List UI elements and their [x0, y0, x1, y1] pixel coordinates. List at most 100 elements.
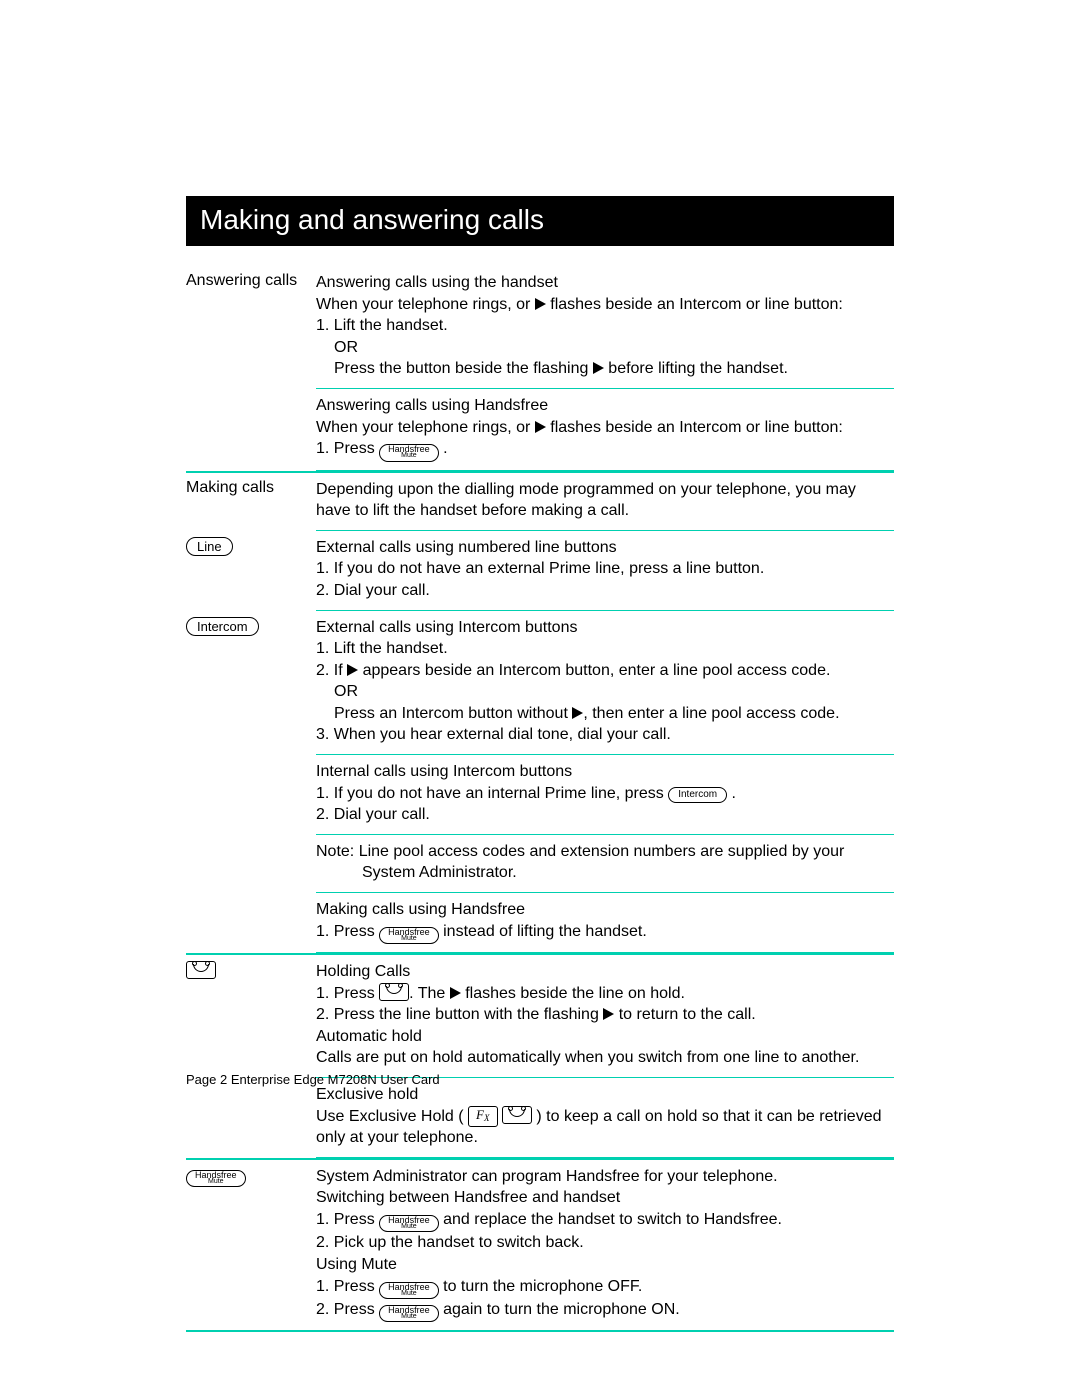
play-icon: [593, 362, 604, 374]
rowlabel-empty: [186, 893, 316, 953]
t: flashes beside an Intercom or line butto…: [546, 296, 843, 313]
t: again to turn the microphone ON.: [439, 1301, 680, 1318]
line: 2. Press HandsfreeMute again to turn the…: [316, 1299, 894, 1322]
sec-answer-handset: Answering calls using the handset When y…: [316, 266, 894, 389]
t: .: [727, 785, 736, 802]
handsfree-button: HandsfreeMute: [379, 1305, 439, 1322]
line: OR: [316, 337, 894, 359]
t: When your telephone rings, or: [316, 419, 535, 436]
sec-making-intro: Depending upon the dialling mode program…: [316, 473, 894, 531]
heading: Making calls using Handsfree: [316, 899, 894, 921]
t: 2. Press the line button with the flashi…: [316, 1006, 603, 1023]
t: Press an Intercom button without: [334, 705, 572, 722]
content-grid: Answering calls Answering calls using th…: [186, 266, 894, 1332]
handsfree-button: HandsfreeMute: [379, 1282, 439, 1299]
line: 1. Press HandsfreeMute .: [316, 438, 894, 461]
t: Mute: [401, 1314, 417, 1320]
line: 1. Press HandsfreeMute to turn the micro…: [316, 1276, 894, 1299]
sec-answer-handsfree: Answering calls using Handsfree When you…: [316, 389, 894, 471]
t: before lifting the handset.: [604, 360, 788, 377]
sec-note: Note: Line pool access codes and extensi…: [316, 835, 894, 893]
line: 2. Dial your call.: [316, 580, 894, 602]
line: When your telephone rings, or flashes be…: [316, 417, 894, 439]
line: Calls are put on hold automatically when…: [316, 1047, 894, 1069]
t: Mute: [401, 1224, 417, 1230]
play-icon: [535, 298, 546, 310]
heading: External calls using numbered line butto…: [316, 537, 894, 559]
t: , then enter a line pool access code.: [583, 705, 839, 722]
line: System Administrator.: [316, 862, 894, 884]
t: 2. Press: [316, 1301, 379, 1318]
intercom-button: Intercom: [668, 787, 727, 803]
t: 1. Press: [316, 1278, 379, 1295]
line: 1. Press HandsfreeMute and replace the h…: [316, 1209, 894, 1232]
sec-handsfree-admin: System Administrator can program Handsfr…: [316, 1160, 894, 1331]
line: 1. If you do not have an internal Prime …: [316, 783, 894, 805]
feature-button: FX: [468, 1106, 497, 1127]
line-button: Line: [186, 537, 233, 556]
line: 1. Lift the handset.: [316, 315, 894, 337]
rowlabel-making: Making calls: [186, 473, 316, 531]
t: flashes beside the line on hold.: [461, 985, 685, 1002]
rowlabel-intercom: Intercom: [186, 611, 316, 756]
line: 2. Press the line button with the flashi…: [316, 1004, 894, 1026]
line: OR: [316, 681, 894, 703]
t: When your telephone rings, or: [316, 296, 535, 313]
t: Mute: [401, 1291, 417, 1297]
page-title: Making and answering calls: [186, 196, 894, 246]
heading: External calls using Intercom buttons: [316, 617, 894, 639]
hold-icon: [386, 986, 402, 994]
t: to return to the call.: [614, 1006, 755, 1023]
rowlabel-answering: Answering calls: [186, 266, 316, 389]
handsfree-button: HandsfreeMute: [379, 1215, 439, 1232]
t: . The: [409, 985, 450, 1002]
rowlabel-hold: [186, 955, 316, 1078]
line: 2. Dial your call.: [316, 804, 894, 826]
rowlabel-handsfree: HandsfreeMute: [186, 1160, 316, 1331]
heading: Using Mute: [316, 1254, 894, 1276]
t: 1. Press: [316, 985, 379, 1002]
sec-making-handsfree: Making calls using Handsfree 1. Press Ha…: [316, 893, 894, 953]
handsfree-button: HandsfreeMute: [186, 1170, 246, 1187]
hold-icon: [509, 1109, 525, 1117]
sec-ext-numbered: External calls using numbered line butto…: [316, 531, 894, 611]
t: 1. Press: [316, 440, 379, 457]
t: Mute: [401, 936, 417, 942]
line: 1. Press HandsfreeMute instead of liftin…: [316, 921, 894, 944]
t: Use Exclusive Hold (: [316, 1108, 468, 1125]
t: to turn the microphone OFF.: [439, 1278, 643, 1295]
t: 1. If you do not have an internal Prime …: [316, 785, 668, 802]
sec-int-intercom: Internal calls using Intercom buttons 1.…: [316, 755, 894, 835]
hold-button: [379, 983, 409, 1001]
t: 2. If: [316, 662, 347, 679]
play-icon: [603, 1008, 614, 1020]
t: instead of lifting the handset.: [439, 923, 647, 940]
line: 3. When you hear external dial tone, dia…: [316, 724, 894, 746]
line: Note: Line pool access codes and extensi…: [316, 841, 894, 863]
t: Mute: [401, 453, 417, 459]
play-icon: [450, 987, 461, 999]
heading: Switching between Handsfree and handset: [316, 1187, 894, 1209]
heading: Holding Calls: [316, 961, 894, 983]
line: When your telephone rings, or flashes be…: [316, 294, 894, 316]
line: Use Exclusive Hold ( FX ) to keep a call…: [316, 1106, 894, 1149]
line: Press the button beside the flashing bef…: [316, 358, 894, 380]
play-icon: [572, 707, 583, 719]
hold-button: [502, 1106, 532, 1124]
handsfree-button: HandsfreeMute: [379, 444, 439, 461]
t: appears beside an Intercom button, enter…: [358, 662, 830, 679]
t: Press the button beside the flashing: [334, 360, 593, 377]
heading: Answering calls using Handsfree: [316, 395, 894, 417]
handsfree-button: HandsfreeMute: [379, 927, 439, 944]
line: Depending upon the dialling mode program…: [316, 479, 894, 522]
t: and replace the handset to switch to Han…: [439, 1211, 782, 1228]
line: System Administrator can program Handsfr…: [316, 1166, 894, 1188]
sec-holding: Holding Calls 1. Press . The flashes bes…: [316, 955, 894, 1078]
t: Mute: [208, 1179, 224, 1185]
rowlabel-empty: [186, 389, 316, 471]
t: 1. Press: [316, 1211, 379, 1228]
hold-button: [186, 961, 216, 979]
heading: Automatic hold: [316, 1026, 894, 1048]
t: 1. Press: [316, 923, 379, 940]
line: 2. If appears beside an Intercom button,…: [316, 660, 894, 682]
